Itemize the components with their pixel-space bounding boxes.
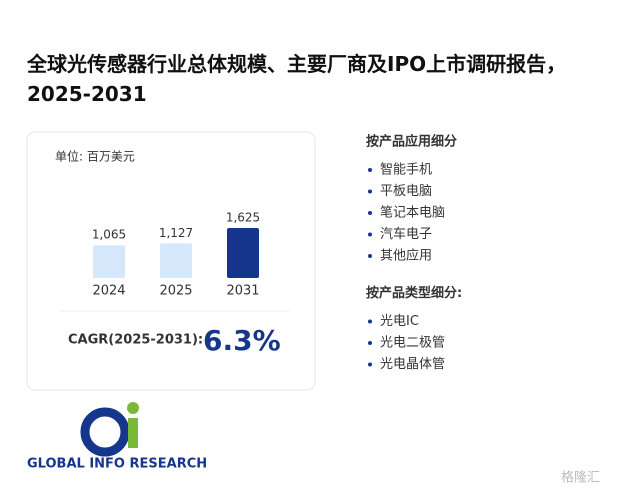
- segment-item: 笔记本电脑: [380, 205, 445, 221]
- logo-text: GLOBAL INFO RESEARCH: [27, 457, 207, 472]
- segment-item: 汽车电子: [380, 226, 432, 242]
- cagr-label: CAGR(2025-2031):: [68, 333, 203, 348]
- segment-item: 光电晶体管: [380, 357, 445, 372]
- cagr-value: 6.3%: [203, 324, 281, 357]
- segment-item: 平板电脑: [380, 184, 432, 199]
- segment-heading: 按产品应用细分: [366, 134, 457, 150]
- bar: [227, 228, 259, 278]
- logo: [80, 402, 139, 457]
- bar: [93, 245, 125, 278]
- bullet: [368, 189, 372, 194]
- page-title: 全球光传感器行业总体规模、主要厂商及IPO上市调研报告，2025-2031: [27, 52, 567, 106]
- segment-item: 光电IC: [380, 314, 419, 329]
- segment-item: 其他应用: [380, 248, 432, 264]
- bullet: [368, 168, 372, 172]
- value-label: 1,127: [159, 226, 193, 240]
- bullet: [368, 362, 372, 367]
- unit-label: 单位: 百万美元: [55, 149, 135, 164]
- logo-mark: [128, 418, 138, 448]
- bullet: [368, 211, 372, 215]
- value-label: 1,625: [226, 211, 260, 225]
- x-tick-label: 2031: [226, 284, 259, 299]
- watermark: 格隆汇: [561, 470, 600, 486]
- x-tick-label: 2024: [92, 284, 125, 299]
- bullet: [368, 232, 372, 237]
- segment-item: 光电二极管: [380, 336, 445, 351]
- bar: [160, 243, 192, 278]
- segment-heading: 按产品类型细分:: [366, 285, 462, 301]
- logo-mark: [80, 407, 130, 457]
- segment-item: 智能手机: [380, 163, 432, 178]
- bullet: [368, 254, 372, 258]
- bullet: [368, 319, 372, 324]
- value-label: 1,065: [92, 228, 126, 242]
- bullet: [368, 341, 372, 345]
- x-tick-label: 2025: [159, 284, 192, 299]
- logo-mark: [127, 402, 139, 414]
